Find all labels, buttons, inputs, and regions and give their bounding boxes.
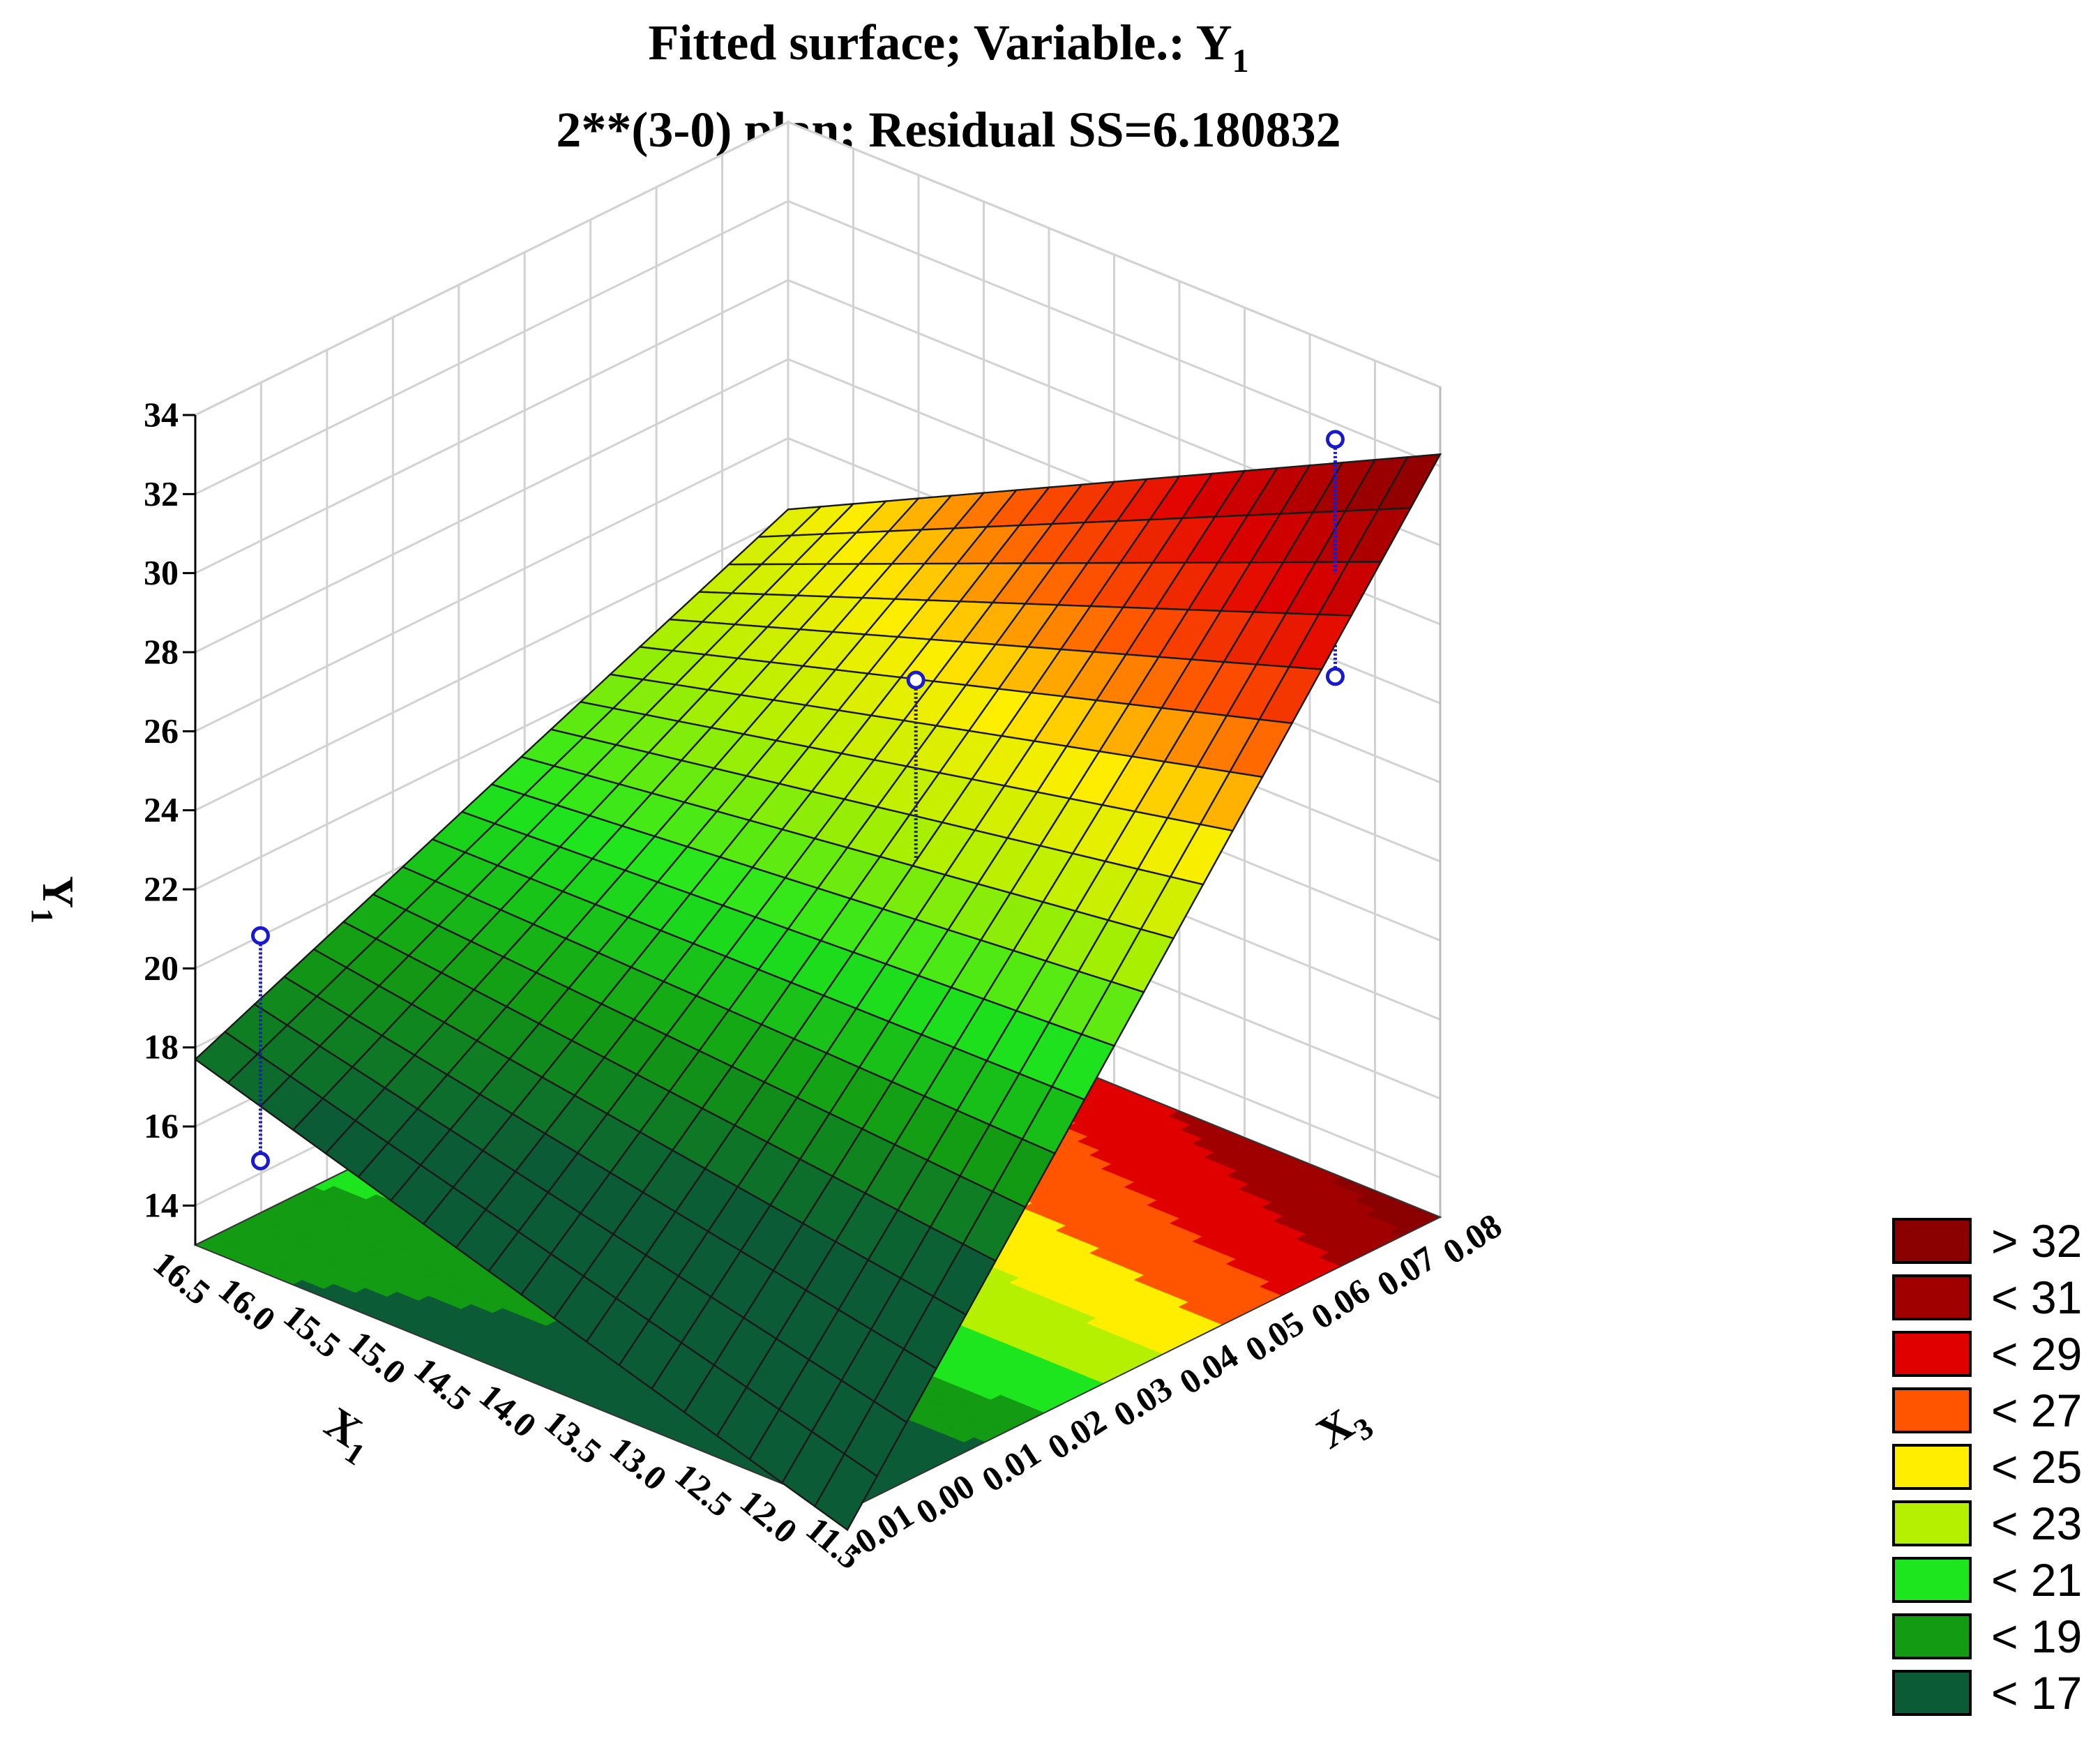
x3-tick-label: 0.04 (1172, 1336, 1245, 1402)
z-tick-label: 18 (144, 1027, 179, 1067)
x3-tick-label: 0.06 (1304, 1271, 1377, 1337)
legend-label: < 17 (1991, 1667, 2082, 1719)
x1-tick-label: 16.5 (146, 1243, 218, 1312)
x3-tick-label: 0.05 (1238, 1303, 1310, 1369)
observed-points-front (251, 430, 1345, 1107)
x3-tick-label: 0.01 (975, 1433, 1048, 1500)
x3-tick-label: 0.03 (1107, 1369, 1179, 1435)
observed-point (251, 1151, 270, 1170)
x1-tick-label: 12.5 (667, 1455, 739, 1524)
legend-label: < 29 (1991, 1328, 2082, 1380)
x3-tick-label: 0.02 (1041, 1401, 1113, 1467)
observed-point (1325, 430, 1345, 449)
x3-tick-label: 0.00 (909, 1466, 981, 1532)
legend-label: < 27 (1991, 1385, 2082, 1436)
x3-tick-label: 0.08 (1436, 1205, 1509, 1272)
legend-label: < 31 (1991, 1272, 2082, 1323)
legend-swatch (1892, 1444, 1972, 1490)
z-tick-label: 32 (144, 474, 179, 513)
observed-point (251, 926, 270, 945)
z-tick-label: 16 (144, 1106, 179, 1145)
legend-label: < 23 (1991, 1498, 2082, 1549)
legend-swatch (1892, 1218, 1972, 1264)
z-tick-label: 22 (144, 869, 179, 908)
legend-swatch (1892, 1670, 1972, 1716)
chart-title-line1-sub: 1 (1232, 43, 1249, 80)
z-tick-label: 34 (144, 395, 179, 434)
svg-text:X1: X1 (312, 1398, 383, 1472)
z-tick-label: 20 (144, 948, 179, 987)
x1-tick-label: 15.5 (276, 1296, 348, 1365)
x3-axis-label: X3 (1308, 1391, 1379, 1465)
svg-text:X3: X3 (1308, 1391, 1379, 1465)
chart-title-line2: 2**(3-0) plan; Residual SS=6.180832 (556, 102, 1340, 158)
x1-tick-label: 13.5 (537, 1402, 609, 1471)
surface-cell (813, 1452, 879, 1532)
observed-point (1325, 667, 1345, 686)
legend-swatch (1892, 1387, 1972, 1433)
legend-label: < 21 (1991, 1554, 2082, 1606)
z-tick-label: 28 (144, 632, 179, 671)
legend-label: > 32 (1991, 1215, 2082, 1267)
fitted-surface-mesh (194, 453, 1442, 1532)
z-tick-label: 14 (144, 1185, 179, 1224)
z-tick-label: 26 (144, 711, 179, 750)
z-tick-label: 24 (144, 790, 179, 829)
legend-label: < 25 (1991, 1441, 2082, 1493)
legend: > 32< 31< 29< 27< 25< 23< 21< 19< 17 (1892, 1215, 2082, 1719)
legend-swatch (1892, 1274, 1972, 1320)
legend-swatch (1892, 1557, 1972, 1603)
chart-title-line1-main: Fitted surface; Variable.: Y (648, 15, 1232, 70)
z-tick-label: 30 (144, 553, 179, 592)
legend-swatch (1892, 1331, 1972, 1377)
x1-tick-label: 15.0 (342, 1322, 414, 1392)
x1-tick-label: 14.5 (407, 1349, 478, 1418)
chart-title-line1: Fitted surface; Variable.: Y1 (648, 15, 1248, 80)
z-axis-label: Y1 (25, 876, 83, 924)
x3-tick-label: 0.07 (1370, 1238, 1442, 1304)
svg-text:Y1: Y1 (25, 876, 83, 924)
x1-tick-label: 14.0 (472, 1376, 544, 1445)
observed-point (906, 670, 926, 690)
x1-tick-label: 13.0 (603, 1429, 674, 1498)
x1-tick-label: 16.0 (211, 1269, 283, 1339)
legend-swatch (1892, 1500, 1972, 1546)
legend-label: < 19 (1991, 1611, 2082, 1662)
x1-axis-label: X1 (312, 1398, 383, 1472)
legend-swatch (1892, 1613, 1972, 1659)
